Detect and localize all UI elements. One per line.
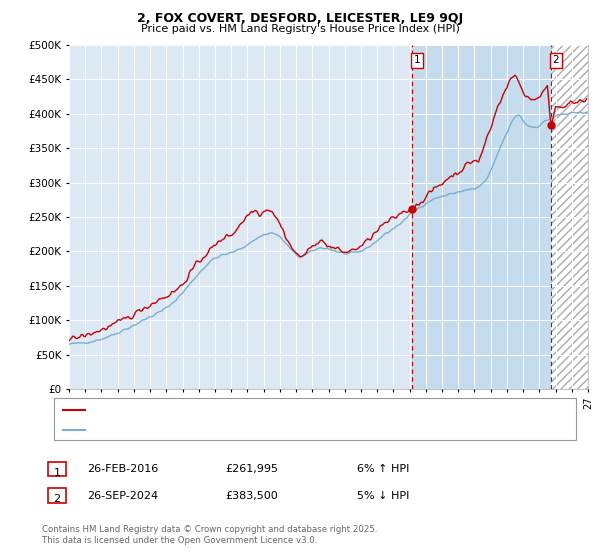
Bar (412, 45, 551, 389)
Bar (551, 45, 588, 389)
Text: £261,995: £261,995 (225, 464, 278, 474)
Text: 26-SEP-2024: 26-SEP-2024 (87, 491, 158, 501)
Text: 26-FEB-2016: 26-FEB-2016 (87, 464, 158, 474)
Text: 5% ↓ HPI: 5% ↓ HPI (357, 491, 409, 501)
Text: 2: 2 (553, 55, 559, 65)
Text: HPI: Average price, detached house, Hinckley and Bosworth: HPI: Average price, detached house, Hinc… (89, 424, 401, 435)
Text: 2, FOX COVERT, DESFORD, LEICESTER, LE9 9QJ: 2, FOX COVERT, DESFORD, LEICESTER, LE9 9… (137, 12, 463, 25)
Text: 1: 1 (414, 55, 421, 65)
Text: 6% ↑ HPI: 6% ↑ HPI (357, 464, 409, 474)
Text: 1: 1 (53, 468, 61, 478)
Text: 2, FOX COVERT, DESFORD, LEICESTER, LE9 9QJ (detached house): 2, FOX COVERT, DESFORD, LEICESTER, LE9 9… (89, 405, 428, 415)
Text: Price paid vs. HM Land Registry's House Price Index (HPI): Price paid vs. HM Land Registry's House … (140, 24, 460, 34)
Bar (551, 45, 588, 389)
Text: £383,500: £383,500 (225, 491, 278, 501)
Text: Contains HM Land Registry data © Crown copyright and database right 2025.
This d: Contains HM Land Registry data © Crown c… (42, 525, 377, 545)
Text: 2: 2 (53, 494, 61, 504)
